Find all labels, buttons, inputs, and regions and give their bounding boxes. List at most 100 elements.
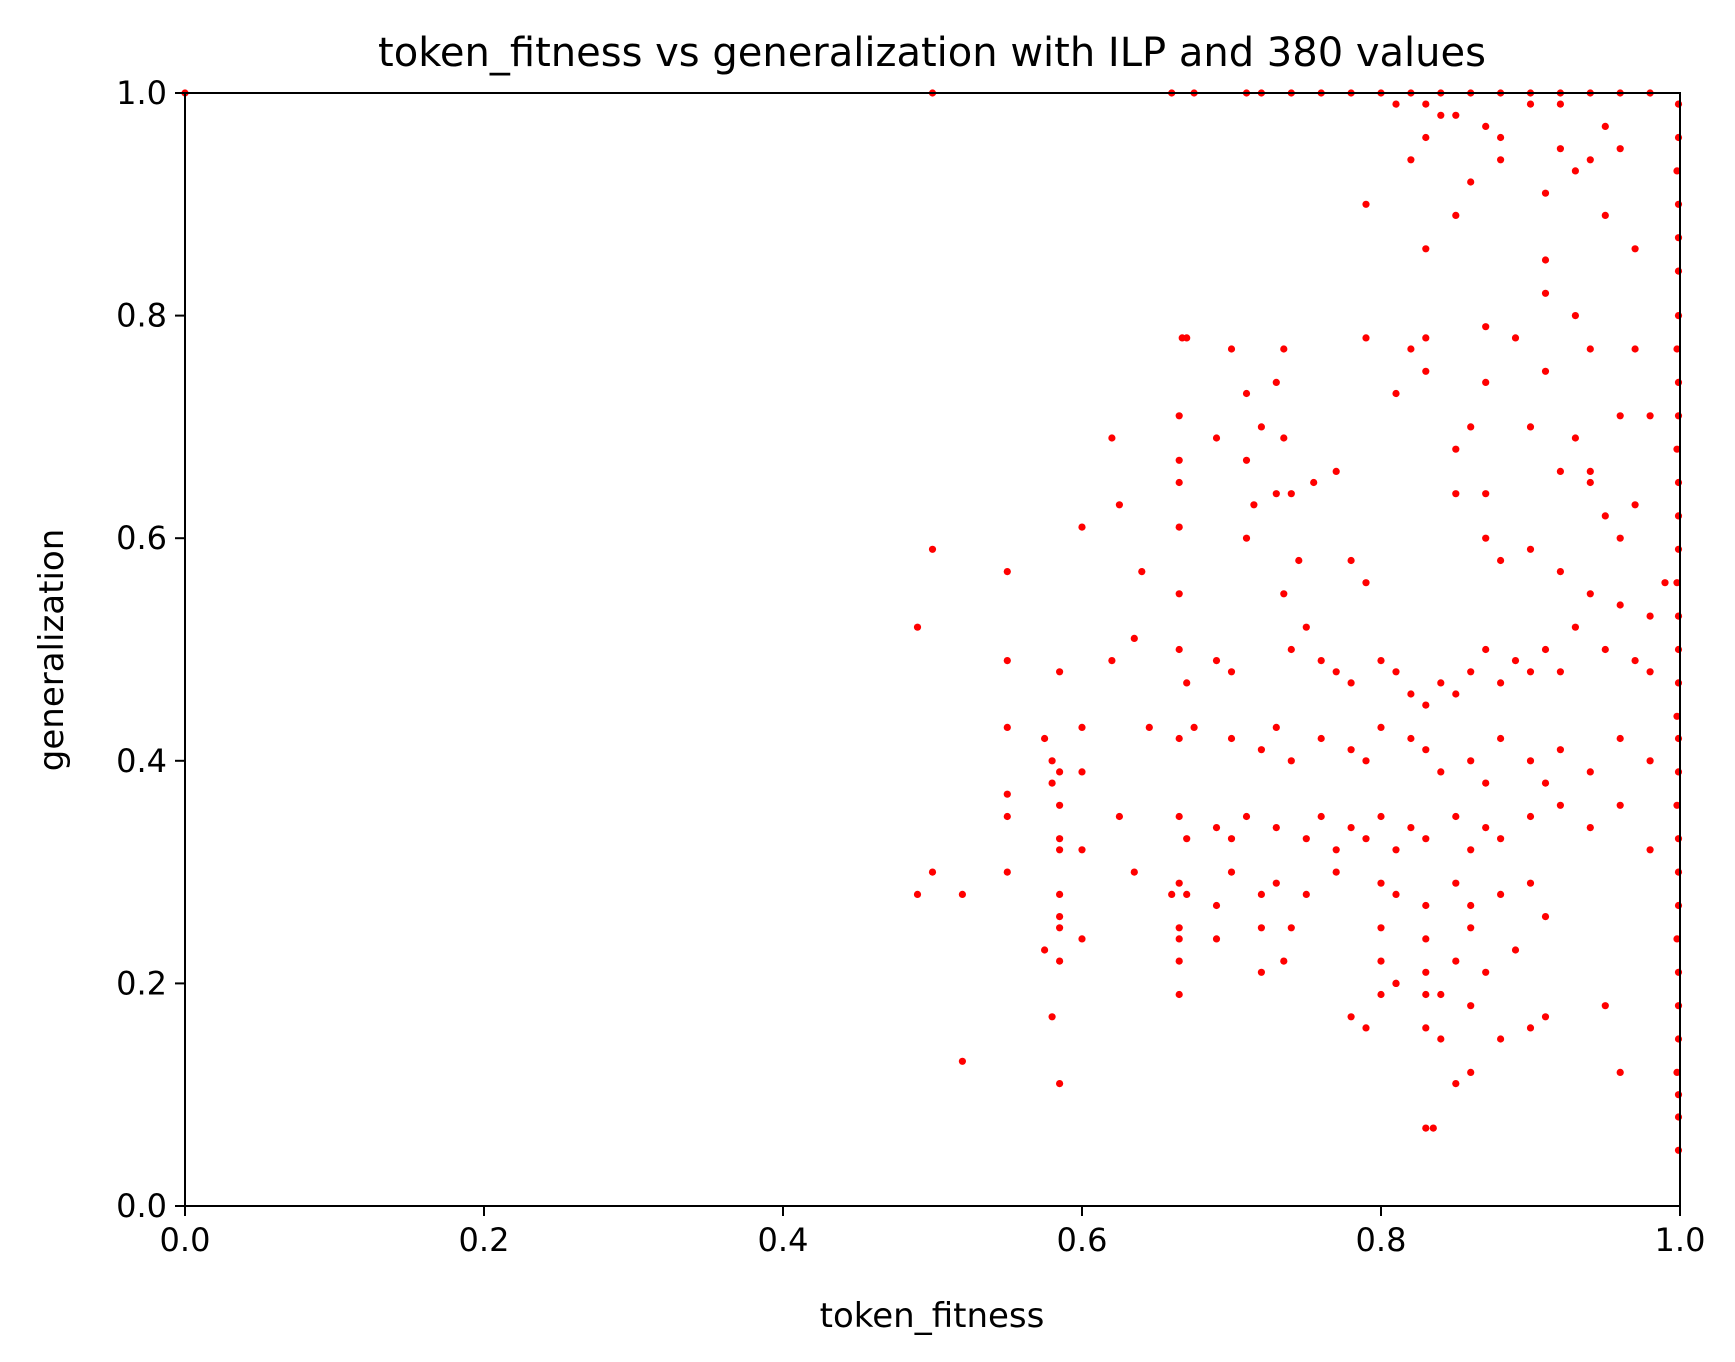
data-point [1467,178,1475,186]
data-point [1497,679,1505,687]
x-tick-label: 0.2 [459,1221,510,1259]
data-point [1422,245,1430,253]
data-point [1556,145,1564,153]
data-point [1056,846,1064,854]
data-point [1422,901,1430,910]
data-point [1130,634,1138,643]
data-point [1175,957,1183,965]
data-point [1392,389,1400,398]
data-point [913,890,922,899]
data-point [1377,812,1385,821]
data-point [1272,879,1280,887]
data-point [1003,812,1011,821]
data-point [1674,545,1683,553]
data-point [1482,490,1490,498]
data-point [1280,590,1288,598]
data-point [1674,768,1683,776]
data-point [1422,746,1430,754]
data-point [1056,768,1064,776]
data-point [1227,345,1236,353]
data-point [1467,901,1475,910]
data-point [1347,679,1355,687]
y-tick-label: 0.0 [116,1187,167,1225]
data-point [1362,579,1370,587]
data-point [1377,957,1385,965]
data-point [1115,812,1123,821]
data-point [1257,423,1265,431]
data-point [1541,779,1550,787]
data-point [1242,389,1251,398]
data-point [1377,924,1385,932]
data-point [1526,812,1535,821]
data-point [913,623,922,631]
data-point [1674,734,1683,743]
data-point [1452,690,1460,698]
data-point [1452,957,1460,965]
data-point [1332,846,1340,854]
y-tick-label: 0.6 [116,519,167,557]
data-point [1048,779,1056,787]
data-point [1601,211,1609,219]
data-point [1242,456,1251,464]
data-point [1257,746,1265,754]
data-point [1422,701,1430,709]
data-point [1362,757,1370,765]
data-point [1452,445,1460,453]
data-point [1437,111,1445,119]
data-point [1482,779,1490,787]
data-point [1422,1024,1430,1032]
data-point [1056,913,1064,921]
data-point [1526,423,1535,431]
data-point [1242,812,1251,821]
data-point [1497,556,1505,565]
data-point [1482,968,1490,976]
data-point [1571,623,1579,631]
data-point [1482,122,1490,130]
data-point [1003,868,1011,876]
y-tick-label: 0.8 [116,297,167,335]
data-point [1674,412,1683,420]
data-point [1452,211,1460,219]
data-point [1467,1002,1475,1010]
data-point [1145,723,1153,732]
data-point [1616,734,1624,743]
data-point [1362,200,1370,208]
data-point [1586,768,1594,776]
x-tick-label: 0.4 [758,1221,809,1259]
data-point [1437,990,1445,999]
data-point [1347,556,1355,565]
data-point [1287,645,1295,654]
data-point [1257,968,1265,976]
data-point [1631,245,1639,253]
data-point [1407,734,1415,743]
data-point [1003,657,1011,665]
data-point [1674,645,1683,654]
data-point [1601,645,1609,654]
data-point [1190,723,1198,732]
data-point [1674,612,1683,620]
data-point [1257,924,1265,932]
data-point [1586,590,1594,598]
data-point [1212,901,1221,910]
data-point [1526,545,1535,553]
plot-frame [184,92,1681,1207]
data-point [1646,846,1654,854]
data-point [1571,312,1579,320]
data-point [1674,835,1683,843]
data-point [1056,924,1064,932]
data-point [1175,734,1183,743]
data-point [1526,879,1535,887]
data-point [1541,256,1550,264]
x-axis-label: token_fitness [820,1296,1045,1336]
data-point [1175,478,1183,487]
data-point [1175,456,1183,464]
data-point [1556,100,1564,108]
data-point [1541,645,1550,654]
data-point [1673,167,1681,175]
data-point [1673,712,1681,720]
data-point [1242,534,1251,542]
data-point [1212,657,1221,665]
data-point [1437,768,1445,776]
data-point [1056,957,1064,965]
data-point [1526,757,1535,765]
